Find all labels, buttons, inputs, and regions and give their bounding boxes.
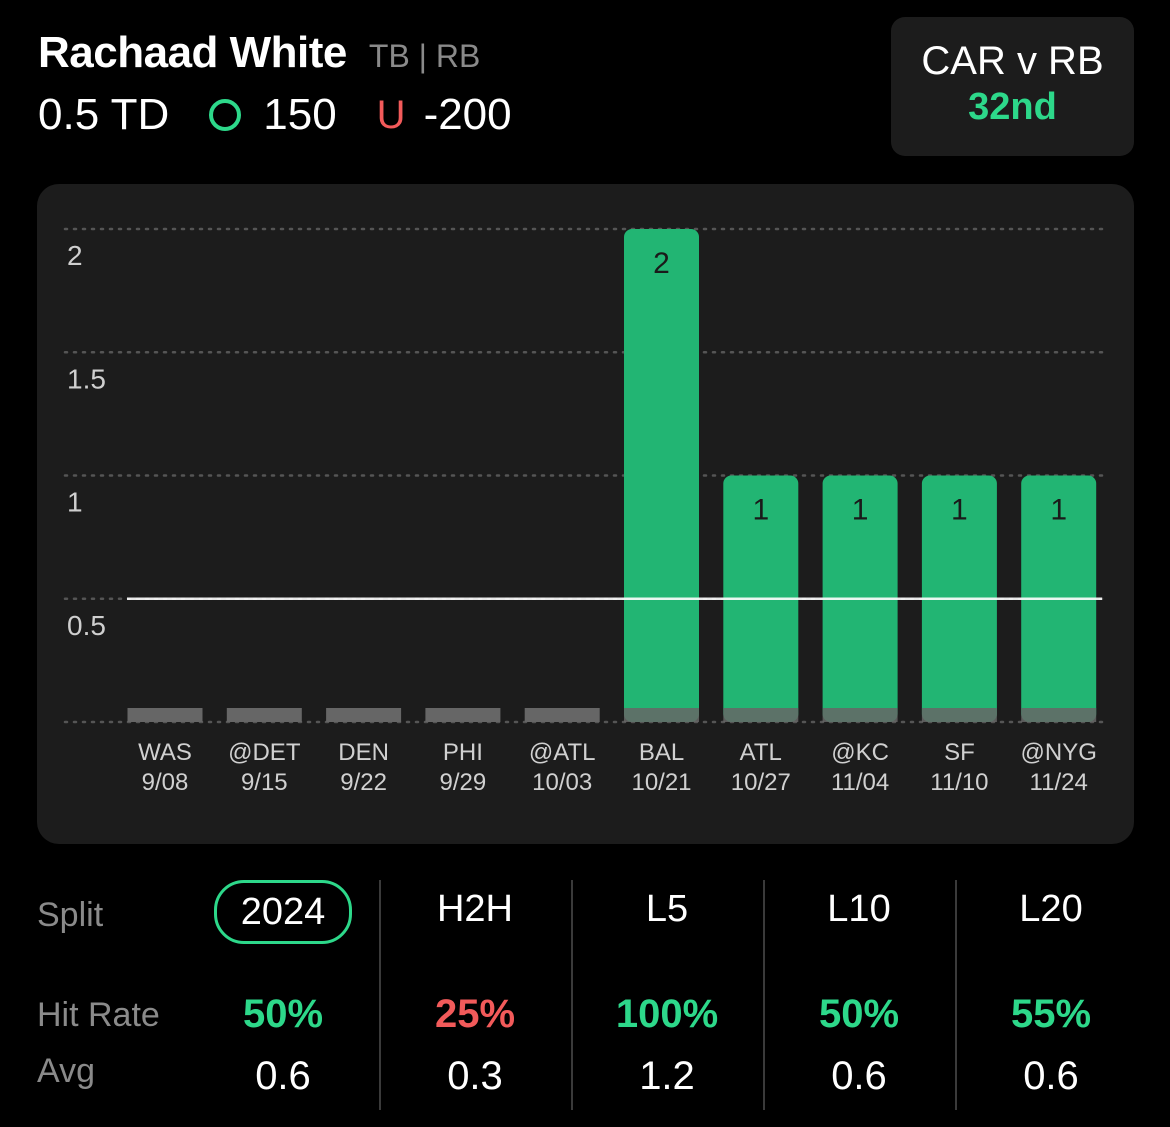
column-divider (763, 880, 765, 1110)
hit-rate-value: 50% (242, 992, 324, 1036)
matchup-title: CAR v RB (921, 39, 1104, 83)
data-label: 1 (752, 494, 769, 527)
split-row-label: Split (37, 896, 104, 934)
splits-table: Split Hit Rate Avg 2024 50% 0.6 H2H 25% 0.3 L5… (0, 870, 1170, 1120)
matchup-card[interactable]: CAR v RB 32nd (891, 17, 1134, 156)
x-date-label: 11/10 (930, 769, 988, 796)
prop-line: 0.5 TD (38, 90, 170, 139)
column-divider (955, 880, 957, 1110)
tab-2024[interactable]: 2024 (213, 880, 353, 944)
avg-value: 0.6 (1023, 1054, 1079, 1098)
over-odds[interactable]: 150 (263, 90, 337, 139)
under-icon: U (376, 92, 406, 137)
hit-rate-value: 100% (615, 992, 719, 1036)
bar-base (723, 708, 799, 722)
chart-card: 0.5 1 1.5 2 WAS 9/08 @DET 9/15 DEN 9/22 PHI 9/29 @AT… (37, 184, 1134, 844)
data-label: 2 (653, 247, 670, 280)
bar-base (326, 708, 402, 722)
bar-base (822, 708, 898, 722)
player-name: Rachaad White (38, 28, 347, 77)
data-label: 1 (852, 494, 869, 527)
tab-l20[interactable]: L20 (1019, 888, 1083, 930)
matchup-rank: 32nd (968, 86, 1057, 128)
column-divider (379, 880, 381, 1110)
tab-h2h[interactable]: H2H (436, 888, 514, 930)
x-date-label: 9/29 (440, 769, 487, 796)
avg-row-label: Avg (37, 1052, 95, 1090)
x-date-label: 9/22 (340, 769, 387, 796)
x-tick-label: DEN (338, 739, 389, 766)
bar-base (425, 708, 501, 722)
x-tick-label: @DET (228, 739, 301, 766)
avg-value: 0.6 (831, 1054, 887, 1098)
x-date-label: 11/24 (1030, 769, 1088, 796)
x-date-label: 10/27 (731, 769, 791, 796)
hit-rate-value: 50% (818, 992, 900, 1036)
x-tick-label: PHI (443, 739, 483, 766)
y-tick-label: 1.5 (67, 363, 106, 394)
over-circle-icon (209, 99, 242, 131)
hit-rate-value: 25% (434, 992, 516, 1036)
team-position: TB | RB (368, 38, 481, 74)
avg-value: 0.6 (255, 1054, 311, 1098)
avg-value: 1.2 (639, 1054, 695, 1098)
x-date-label: 11/04 (831, 769, 889, 796)
x-tick-label: @NYG (1021, 739, 1097, 766)
split-column-h2h: H2H 25% 0.3 (380, 880, 570, 1110)
data-label: 1 (1050, 494, 1067, 527)
bar-base (921, 708, 997, 722)
split-column-l20: L20 55% 0.6 (956, 880, 1146, 1110)
x-date-label: 10/21 (631, 769, 691, 796)
y-tick-label: 2 (67, 240, 83, 271)
x-tick-label: @ATL (529, 739, 596, 766)
split-column-l5: L5 100% 1.2 (572, 880, 762, 1110)
bar-base (524, 708, 600, 722)
bar-base (226, 708, 302, 722)
header: Rachaad White TB | RB 0.5 TD 150 U -200 (38, 28, 512, 140)
y-tick-label: 0.5 (67, 610, 106, 641)
x-date-label: 9/15 (241, 769, 288, 796)
bar-base (624, 708, 699, 722)
bar-base (127, 708, 203, 722)
x-date-label: 9/08 (142, 769, 189, 796)
hit-rate-row-label: Hit Rate (37, 996, 160, 1034)
bar (624, 229, 699, 722)
tab-l5[interactable]: L5 (645, 888, 689, 930)
y-tick-label: 1 (67, 487, 83, 518)
x-tick-label: SF (944, 739, 975, 766)
under-odds[interactable]: -200 (423, 90, 512, 139)
tab-l10[interactable]: L10 (827, 888, 891, 930)
bar-base (1021, 708, 1097, 722)
bar-chart: 0.5 1 1.5 2 WAS 9/08 @DET 9/15 DEN 9/22 PHI 9/29 @AT… (63, 227, 1104, 796)
split-column-l10: L10 50% 0.6 (764, 880, 954, 1110)
x-tick-label: WAS (138, 739, 192, 766)
x-tick-label: @KC (831, 739, 889, 766)
player-row: Rachaad White TB | RB (38, 28, 512, 78)
column-divider (571, 880, 573, 1110)
hit-rate-value: 55% (1010, 992, 1092, 1036)
x-tick-label: ATL (740, 739, 782, 766)
prop-line-row: 0.5 TD 150 U -200 (38, 90, 512, 140)
data-label: 1 (951, 494, 968, 527)
split-column-2024: 2024 50% 0.6 (188, 880, 378, 1110)
x-tick-label: BAL (639, 739, 684, 766)
x-date-label: 10/03 (532, 769, 592, 796)
avg-value: 0.3 (447, 1054, 503, 1098)
